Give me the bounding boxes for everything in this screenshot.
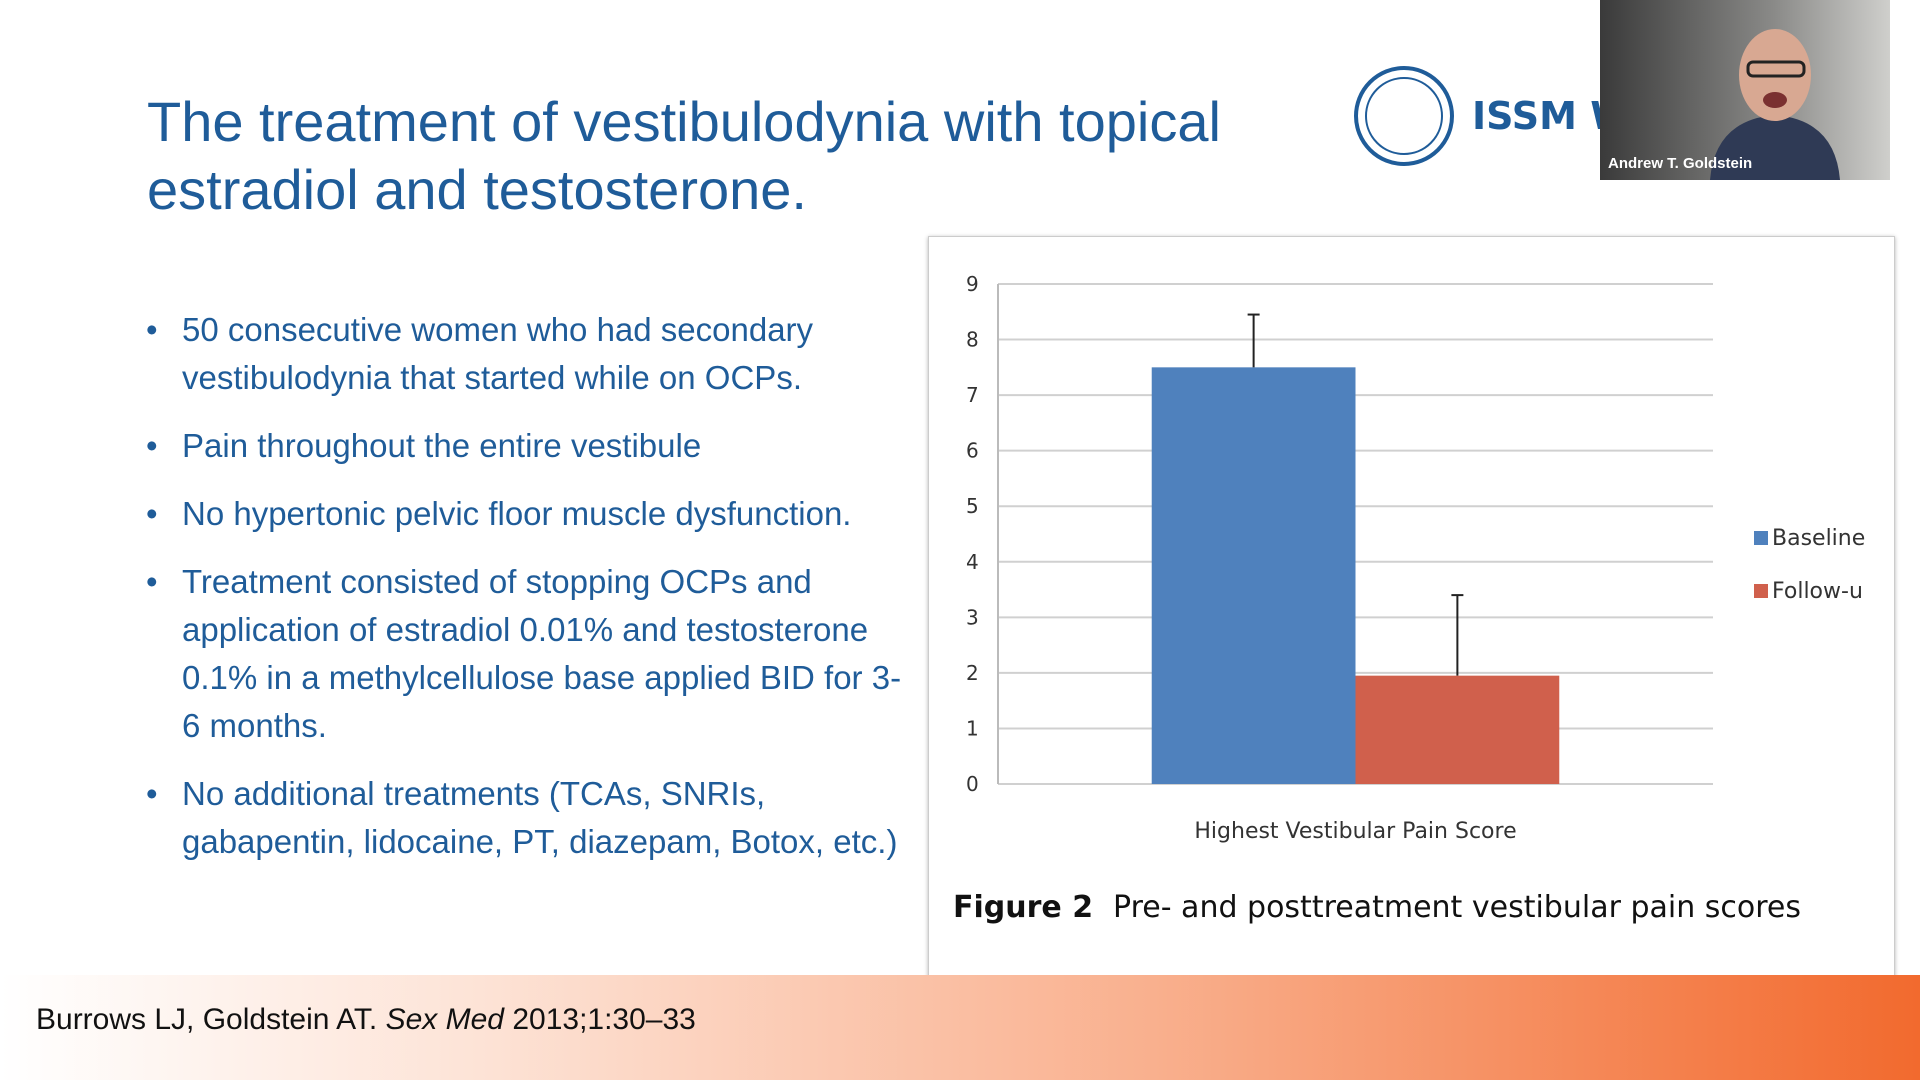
y-tick-label: 9 [966,272,979,296]
error-bar [1451,594,1464,676]
y-tick-label: 2 [966,661,979,685]
figure-caption-label: Figure 2 [953,890,1093,925]
logo: ISSM W [1354,66,1602,166]
x-tick-label: Highest Vestibular Pain Score [1194,819,1516,844]
footer-band [0,975,1920,1080]
legend-swatch [1754,531,1768,545]
legend-label: Baseline [1772,526,1865,551]
y-tick-label: 0 [966,772,979,796]
logo-text: ISSM W [1472,94,1602,138]
y-tick-label: 8 [966,328,979,352]
bullet-item: Treatment consisted of stopping OCPs and… [146,558,906,750]
y-tick-label: 3 [966,605,979,629]
bullet-list: 50 consecutive women who had secondary v… [146,306,906,886]
bullet-item: Pain throughout the entire vestibule [146,422,906,470]
y-tick-label: 1 [966,716,979,740]
bullet-item: No hypertonic pelvic floor muscle dysfun… [146,490,906,538]
chart: 0 1 2 3 4 5 6 7 8 9 Highest Vestibular Pain Score B… [953,272,1865,925]
logo-ring [1354,66,1454,166]
citation-authors: Burrows LJ, Goldstein AT. [36,1003,378,1036]
logo-ring [1365,77,1443,155]
legend-swatch [1754,584,1768,598]
bullet-item: No additional treatments (TCAs, SNRIs, g… [146,770,906,866]
legend: Baseline Follow-u [1754,526,1865,604]
bullet-item: 50 consecutive women who had secondary v… [146,306,906,402]
legend-label: Follow-u [1772,579,1863,604]
participant-name: Andrew T. Goldstein [1608,155,1753,172]
y-tick-label: 4 [966,550,979,574]
citation: Burrows LJ, Goldstein AT. Sex Med 2013;1… [36,1003,696,1037]
citation-journal: Sex Med [385,1003,504,1036]
figure: 0 1 2 3 4 5 6 7 8 9 Highest Vestibular Pain Score B… [928,236,1895,980]
webcam-video: Andrew T. Goldstein [1600,0,1890,180]
bar [1355,675,1560,784]
bar [1151,367,1356,784]
y-tick-label: 7 [966,383,979,407]
y-tick-label: 6 [966,439,979,463]
citation-details: 2013;1:30–33 [512,1003,696,1036]
y-tick-label: 5 [966,494,979,518]
glasses [1746,60,1806,78]
figure-caption-text: Pre- and posttreatment vestibular pain s… [1113,890,1801,925]
webcam-figure [1710,29,1840,180]
person-body [1710,115,1840,180]
error-bar [1247,313,1260,368]
mouth [1763,92,1787,108]
slide-title: The treatment of vestibulodynia with top… [147,90,1221,221]
